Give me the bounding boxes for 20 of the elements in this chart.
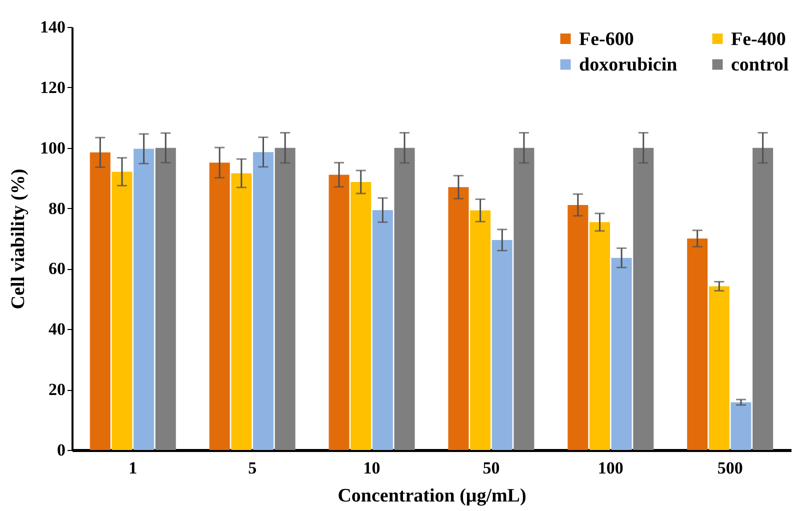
y-tick-label: 120 xyxy=(40,78,66,97)
x-axis-title: Concentration (μg/mL) xyxy=(338,486,526,506)
y-tick-label: 100 xyxy=(40,138,66,158)
x-tick-label: 10 xyxy=(363,458,380,478)
y-tick-label: 140 xyxy=(40,18,66,36)
y-axis-title: Cell viability (%) xyxy=(8,168,29,310)
y-tick-label: 60 xyxy=(48,259,66,278)
y-tick-label: 40 xyxy=(48,320,66,339)
legend-label: doxorubicin xyxy=(579,54,678,76)
legend-label: Fe-400 xyxy=(731,28,786,50)
x-tick-label: 100 xyxy=(598,458,624,478)
x-tick-label: 1 xyxy=(128,458,138,478)
x-tick-label: 50 xyxy=(482,458,500,478)
legend-label: Fe-600 xyxy=(579,28,634,50)
y-tick-label: 80 xyxy=(48,198,66,218)
x-tick-label: 500 xyxy=(717,458,743,478)
y-tick-label: 0 xyxy=(57,440,66,460)
legend-label: control xyxy=(731,54,789,76)
y-tick-label: 20 xyxy=(48,380,66,400)
x-tick-label: 5 xyxy=(248,458,257,478)
